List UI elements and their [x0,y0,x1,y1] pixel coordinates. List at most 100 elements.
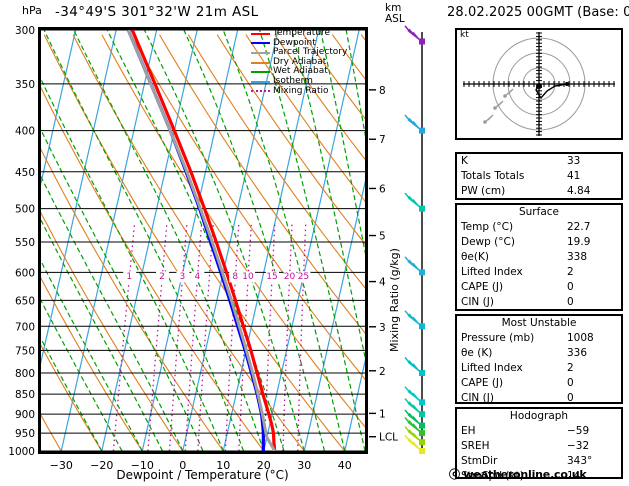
stat-value: 336 [567,347,588,359]
panel-heading: Hodograph [509,410,569,422]
svg-text:450: 450 [15,167,35,179]
svg-text:7: 7 [379,134,386,146]
hodograph-panel [455,28,623,140]
surface-panel: Surface Temp (°C) 22.7 Dewp (°C) 19.9 θe(K) 33… [455,203,623,311]
stat-row: CIN (J) 0 [457,391,621,406]
svg-text:3: 3 [180,272,186,282]
svg-text:4: 4 [194,272,200,282]
legend-swatch [251,51,270,54]
stat-row: θe(K) 338 [457,250,621,265]
svg-text:400: 400 [15,126,35,138]
legend-item: Temperature [251,28,366,39]
stat-label: θe (K) [461,347,493,359]
svg-text:1: 1 [126,272,132,282]
skewt-canvas: 1 2 3 4 8 10 15 20 25 [41,30,365,451]
altitude-unit-line1: km [385,2,402,14]
stat-value: 19.9 [567,236,591,248]
svg-text:25: 25 [298,272,309,282]
legend-swatch [251,42,270,45]
skewt-plot: 1 2 3 4 8 10 15 20 25 [38,27,368,454]
stat-value: 0 [567,296,574,308]
stat-value: 0 [567,392,574,404]
svg-text:2: 2 [159,272,165,282]
most-unstable-panel: Most Unstable Pressure (mb) 1008 θe (K) 336 L… [455,314,623,404]
svg-text:500: 500 [15,204,35,216]
stat-row: CAPE (J) 0 [457,280,621,295]
stat-row: K 33 [457,154,621,169]
stat-label: K [461,155,468,167]
stat-value: 338 [567,251,588,263]
stat-row: StmSpd (kt) 14 [457,469,621,484]
legend-swatch [251,80,270,83]
svg-text:Mixing Ratio (g/kg): Mixing Ratio (g/kg) [388,248,401,352]
stat-row: EH −59 [457,424,621,439]
stat-row: Dewp (°C) 19.9 [457,235,621,250]
stat-value: 343° [567,455,593,467]
legend-label: Parcel Trajectory [273,47,348,58]
svg-text:6: 6 [379,183,386,195]
stat-row: PW (cm) 4.84 [457,184,621,199]
stat-row: Pressure (mb) 1008 [457,331,621,346]
stat-row: CIN (J) 0 [457,295,621,310]
altitude-unit-label: km ASL [385,3,405,25]
svg-text:900: 900 [15,409,35,421]
stat-label: CIN (J) [461,296,494,308]
svg-text:1000: 1000 [8,446,35,458]
stat-label: Temp (°C) [461,221,514,233]
stat-label: Lifted Index [461,362,523,374]
stat-label: CAPE (J) [461,281,504,293]
altitude-unit-line2: ASL [385,13,405,25]
legend-swatch [251,90,270,93]
stat-label: CAPE (J) [461,377,504,389]
copyright-label: ⓒ weatheronline.co.uk [449,468,587,481]
stat-value: 41 [567,170,581,182]
stat-value: −59 [567,425,590,437]
svg-text:5: 5 [379,231,386,243]
stat-value: 0 [567,377,574,389]
svg-text:8: 8 [379,85,386,97]
stat-label: Pressure (mb) [461,332,535,344]
stat-row: Totals Totals 41 [457,169,621,184]
stat-value: −32 [567,440,590,452]
svg-text:8: 8 [232,272,238,282]
hodograph-unit-label: kt [460,30,469,40]
svg-text:350: 350 [15,79,35,91]
legend-swatch [251,61,270,64]
stat-label: PW (cm) [461,185,506,197]
indices-panel: K 33 Totals Totals 41 PW (cm) 4.84 [455,152,623,200]
stat-label: Dewp (°C) [461,236,515,248]
stat-value: 22.7 [567,221,591,233]
svg-text:600: 600 [15,267,35,279]
svg-text:2: 2 [379,366,386,378]
stat-row: Lifted Index 2 [457,361,621,376]
hodograph-canvas [463,32,615,136]
svg-text:LCL: LCL [379,432,398,444]
legend-label: Mixing Ratio [273,85,329,96]
legend-item: Dry Adiabat [251,57,366,68]
stat-row: CAPE (J) 0 [457,376,621,391]
legend: Temperature Dewpoint Parcel Trajectory Dry … [251,28,366,97]
stat-value: 2 [567,362,574,374]
svg-text:10: 10 [242,272,254,282]
stat-value: 14 [567,470,581,482]
x-axis-title: Dewpoint / Temperature (°C) [116,468,289,482]
svg-text:950: 950 [15,428,35,440]
legend-item: Isotherm [251,75,366,87]
legend-item: Mixing Ratio [251,85,366,97]
stat-row: Lifted Index 2 [457,265,621,280]
stat-label: CIN (J) [461,392,494,404]
svg-text:750: 750 [15,345,35,357]
legend-label: Wet Adiabat [273,66,328,77]
svg-text:20: 20 [284,272,296,282]
svg-text:3: 3 [379,322,386,334]
legend-swatch [251,32,270,35]
stat-label: StmDir [461,455,498,467]
stat-value: 2 [567,266,574,278]
stat-label: SREH [461,440,490,452]
legend-label: Dewpoint [273,37,316,48]
legend-label: Isotherm [273,75,313,86]
legend-item: Parcel Trajectory [251,48,366,58]
legend-label: Temperature [273,28,331,38]
legend-swatch [251,71,270,74]
stat-row: SREH −32 [457,439,621,454]
